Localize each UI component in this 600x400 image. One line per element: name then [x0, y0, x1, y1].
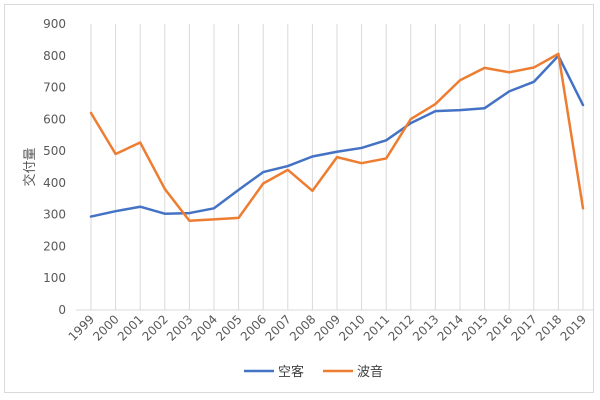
- x-tick-label: 1999: [66, 312, 97, 343]
- legend-label: 空客: [278, 364, 304, 380]
- x-axis-ticks: 1999200020012002200320042005200620072008…: [66, 312, 589, 343]
- x-tick-label: 2007: [262, 312, 293, 343]
- legend-label: 波音: [357, 364, 383, 380]
- y-tick-label: 600: [43, 112, 66, 126]
- y-tick-label: 300: [43, 208, 66, 222]
- x-tick-label: 2018: [533, 312, 564, 343]
- series-line-1: [89, 52, 585, 222]
- y-tick-label: 100: [43, 271, 66, 285]
- x-tick-label: 2005: [213, 312, 244, 343]
- x-tick-label: 2013: [410, 312, 441, 343]
- y-tick-label: 200: [43, 239, 66, 253]
- x-tick-label: 2014: [435, 312, 466, 343]
- x-tick-label: 2015: [459, 312, 490, 343]
- y-tick-label: 900: [43, 17, 66, 31]
- x-tick-label: 2017: [508, 312, 539, 343]
- x-tick-label: 2002: [139, 312, 170, 343]
- y-axis-ticks: 0 100 200 300 400 500 600 700 800 900: [43, 17, 66, 317]
- y-tick-label: 800: [43, 49, 66, 63]
- x-tick-label: 2009: [312, 312, 343, 343]
- y-tick-label: 400: [43, 176, 66, 190]
- x-tick-label: 2000: [90, 312, 121, 343]
- y-tick-label: 700: [43, 81, 66, 95]
- x-tick-label: 2008: [287, 312, 318, 343]
- x-tick-label: 2016: [484, 312, 515, 343]
- x-tick-label: 2001: [115, 312, 146, 343]
- x-tick-label: 2019: [558, 312, 589, 343]
- series-line-0: [89, 54, 585, 218]
- x-tick-label: 2003: [164, 312, 195, 343]
- x-tick-label: 2011: [361, 312, 392, 343]
- series-lines: [89, 52, 585, 222]
- x-tick-label: 2004: [189, 312, 220, 343]
- x-tick-label: 2006: [238, 312, 269, 343]
- y-axis-label: 交付量: [22, 147, 38, 186]
- x-tick-label: 2010: [336, 312, 367, 343]
- y-tick-label: 500: [43, 144, 66, 158]
- x-tick-label: 2012: [385, 312, 416, 343]
- grid-lines: [90, 24, 584, 310]
- legend: 空客 波音: [244, 364, 383, 380]
- y-tick-label: 0: [58, 303, 66, 317]
